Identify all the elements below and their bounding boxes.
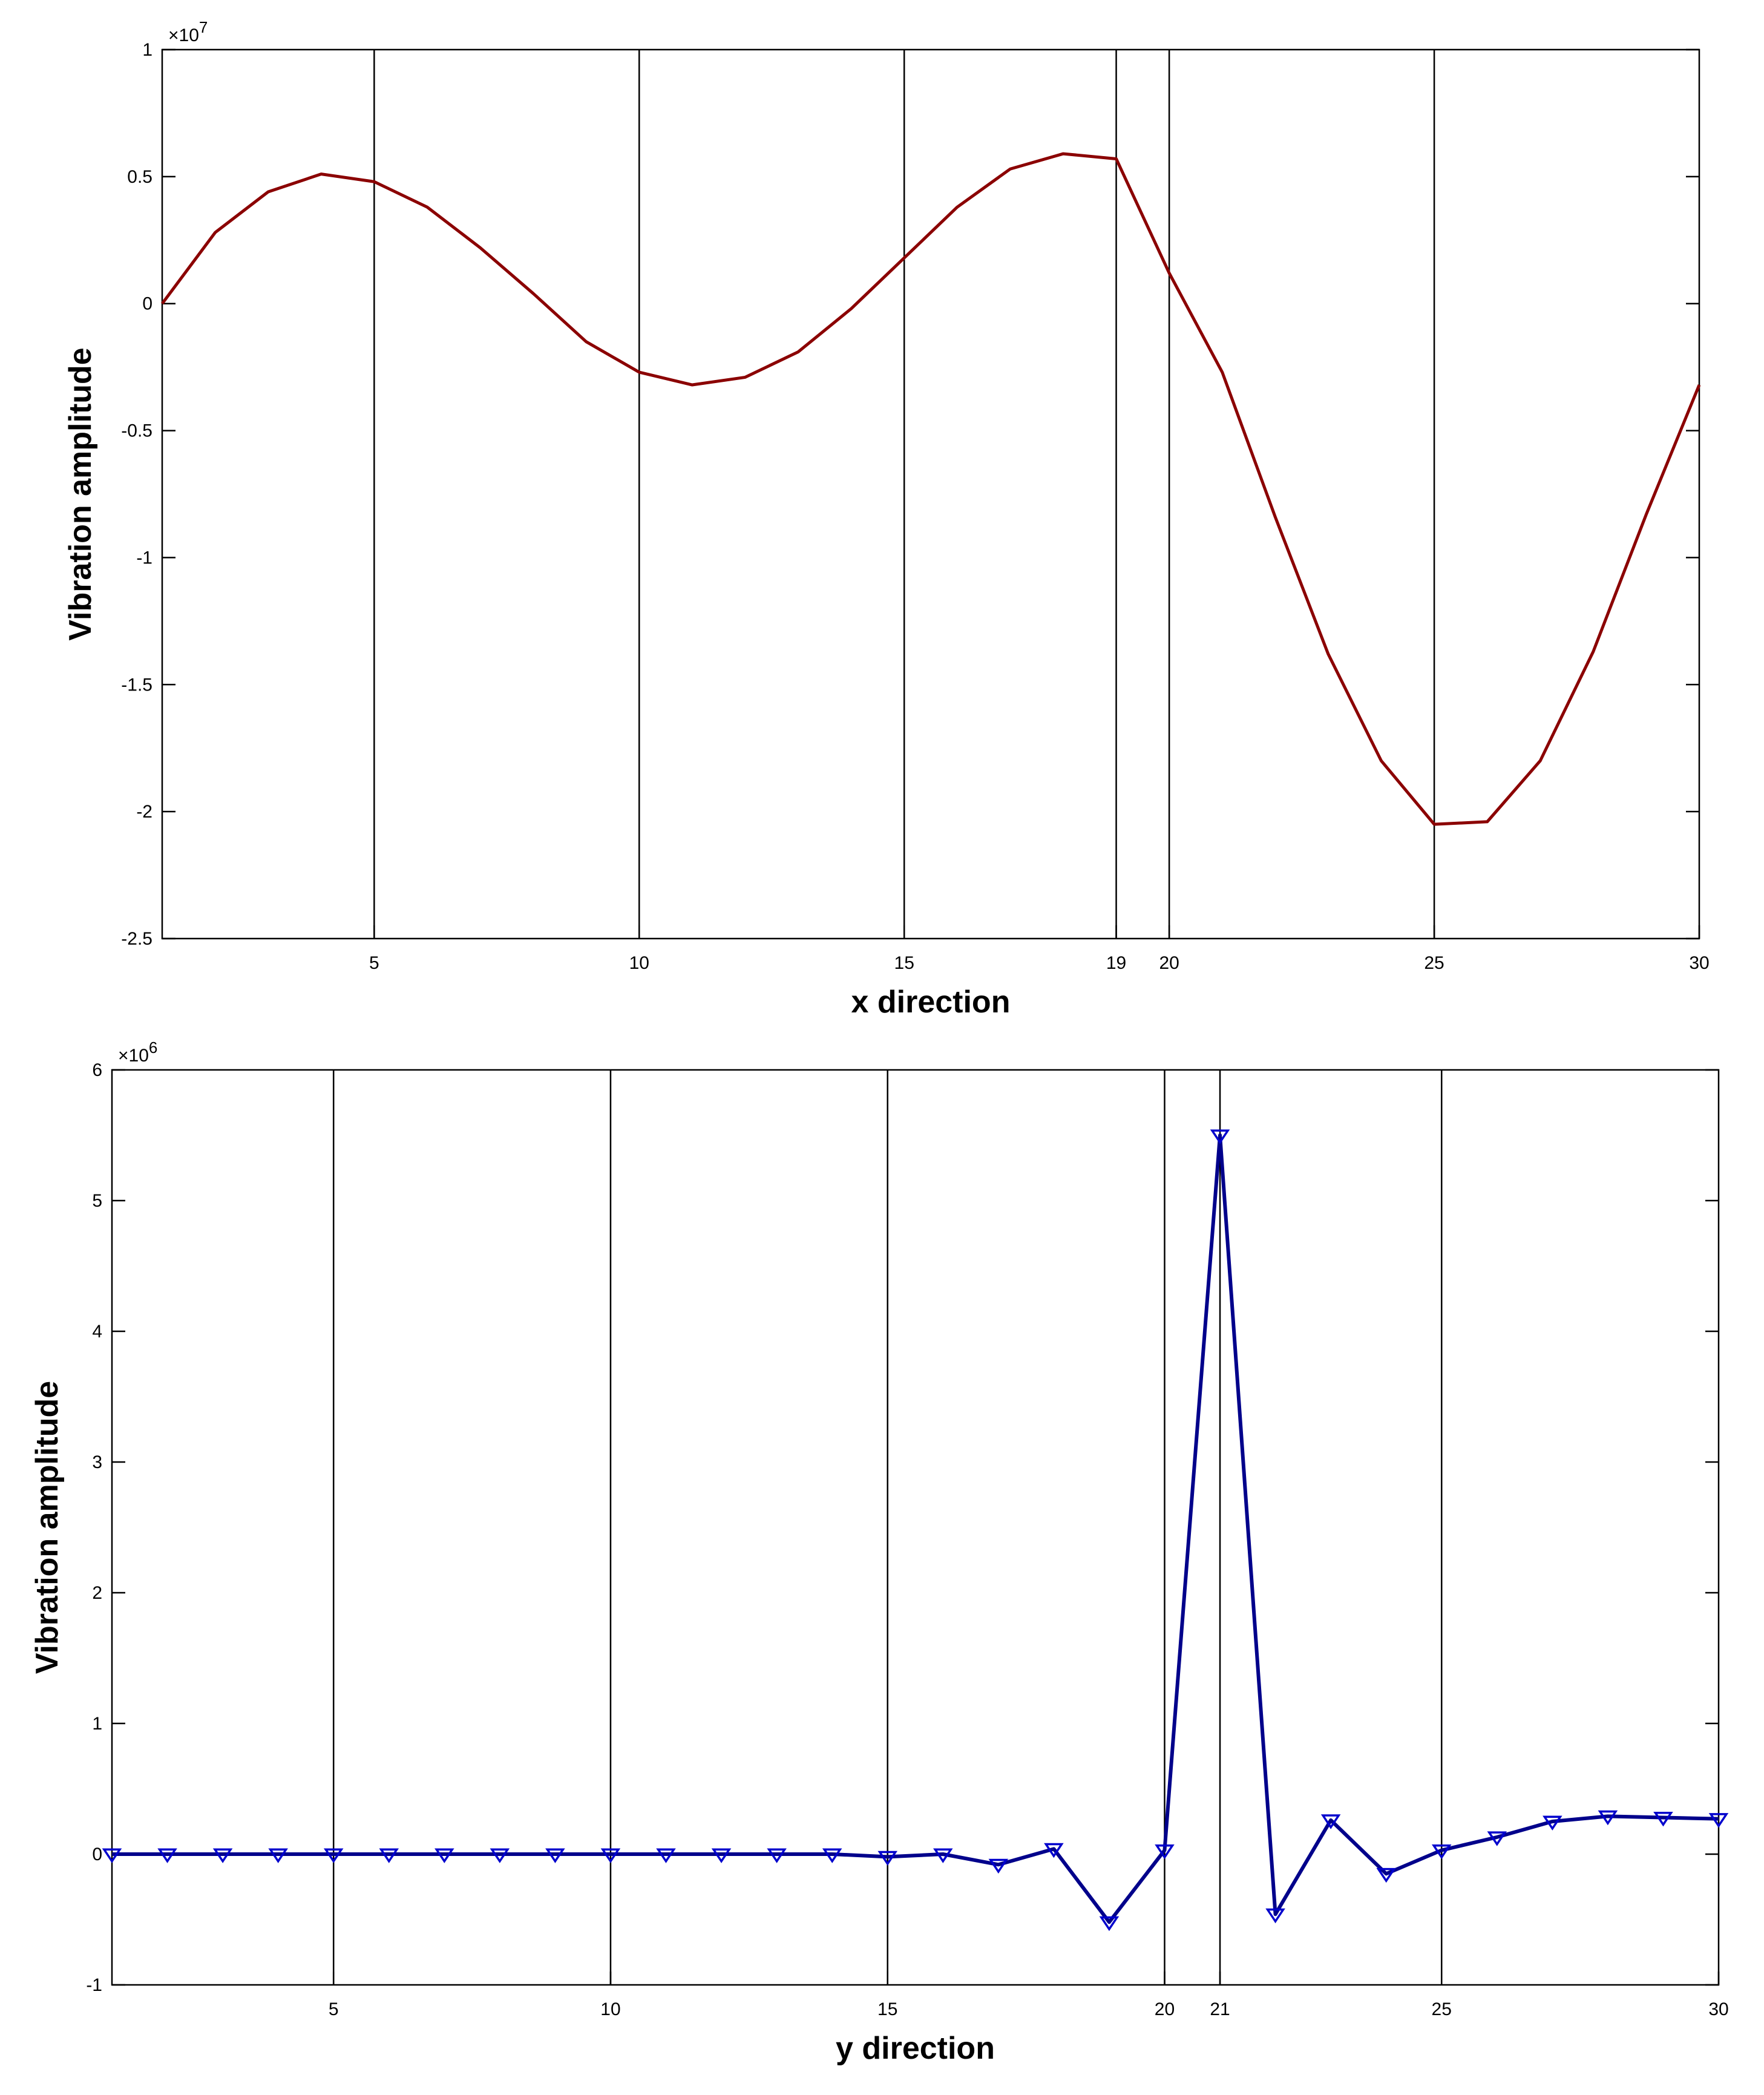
y-tick-label: -2 <box>136 802 152 822</box>
y-axis-label: Vibration amplitude <box>63 347 98 640</box>
exponent-power: 6 <box>149 1038 157 1057</box>
top-chart: -2.5-2-1.5-1-0.500.515 10 15 19 20 25 30×107x … <box>63 18 1710 1020</box>
data-point-marker <box>933 1848 953 1863</box>
x-tick-label: 10 <box>629 953 649 973</box>
y-tick-label: 5 <box>92 1191 102 1211</box>
axes-box <box>161 48 1700 940</box>
data-point-marker <box>1099 1916 1120 1932</box>
y-tick-label: -1 <box>86 1975 102 1995</box>
data-point-marker <box>822 1848 842 1863</box>
axes-box <box>111 1069 1720 1986</box>
x-axis-label: x direction <box>851 985 1011 1020</box>
y-tick-label: 6 <box>92 1060 102 1080</box>
x-tick-label: 20 <box>1155 1999 1175 2019</box>
data-point-marker <box>877 1851 897 1866</box>
series-line <box>160 152 1701 826</box>
x-tick-label: 20 <box>1159 953 1179 973</box>
data-point-marker <box>1708 1813 1729 1828</box>
data-point-marker <box>988 1858 1009 1874</box>
x-tick-label: 5 <box>369 953 379 973</box>
x-tick-label: 25 <box>1432 1999 1452 2019</box>
data-point-marker <box>379 1848 399 1863</box>
data-point-marker <box>1320 1814 1341 1829</box>
x-tick-label: 5 <box>329 1999 339 2019</box>
x-tick-label: 30 <box>1689 953 1709 973</box>
y-tick-label: -1.5 <box>121 675 152 695</box>
y-tick-label: 1 <box>92 1714 102 1734</box>
data-point-marker <box>434 1848 454 1863</box>
data-point-marker <box>1210 1129 1230 1144</box>
y-tick-label: 3 <box>92 1452 102 1472</box>
y-tick-label: 0 <box>92 1844 102 1864</box>
y-tick-label: -0.5 <box>121 421 152 441</box>
x-tick-label: 10 <box>600 1999 620 2019</box>
y-tick-label: 1 <box>142 40 152 60</box>
data-point-marker <box>1265 1908 1285 1924</box>
x-tick-label: 19 <box>1106 953 1126 973</box>
data-point-marker <box>1376 1867 1396 1883</box>
y-tick-label: -1 <box>136 548 152 568</box>
exponent-base: ×10 <box>118 1046 149 1066</box>
exponent-power: 7 <box>199 18 208 36</box>
data-point-marker <box>1543 1815 1562 1831</box>
data-point-marker <box>545 1848 565 1863</box>
data-point-marker <box>1598 1810 1618 1826</box>
x-tick-label: 30 <box>1708 1999 1728 2019</box>
y-tick-label: -2.5 <box>121 929 152 949</box>
exponent-label: ×107 <box>168 18 208 45</box>
data-point-marker <box>600 1848 621 1863</box>
data-point-marker <box>1431 1844 1452 1860</box>
data-point-marker <box>490 1848 510 1863</box>
y-tick-label: 0 <box>142 294 152 314</box>
data-point-marker <box>268 1848 288 1863</box>
y-axis-label: Vibration amplitude <box>30 1381 65 1674</box>
series-line <box>112 1133 1719 1924</box>
y-tick-label: 2 <box>92 1583 102 1603</box>
x-tick-label: 21 <box>1210 1999 1230 2019</box>
x-axis-label: y direction <box>836 2031 995 2066</box>
data-point-marker <box>711 1848 732 1863</box>
exponent-label: ×106 <box>118 1038 157 1066</box>
data-point-marker <box>1044 1843 1064 1858</box>
data-point-marker <box>1155 1844 1175 1860</box>
data-point-marker <box>102 1848 122 1863</box>
x-tick-label: 25 <box>1424 953 1444 973</box>
data-point-marker <box>212 1848 233 1863</box>
exponent-base: ×10 <box>168 25 199 45</box>
x-tick-label: 15 <box>877 1999 897 2019</box>
data-point-marker <box>1653 1811 1673 1827</box>
y-tick-label: 4 <box>92 1322 102 1342</box>
x-tick-label: 15 <box>894 953 914 973</box>
data-point-marker <box>157 1848 177 1863</box>
data-point-marker <box>323 1848 344 1863</box>
data-point-marker <box>1487 1831 1507 1846</box>
y-tick-label: 0.5 <box>127 167 152 187</box>
data-point-marker <box>767 1848 787 1863</box>
data-point-marker <box>656 1848 676 1863</box>
